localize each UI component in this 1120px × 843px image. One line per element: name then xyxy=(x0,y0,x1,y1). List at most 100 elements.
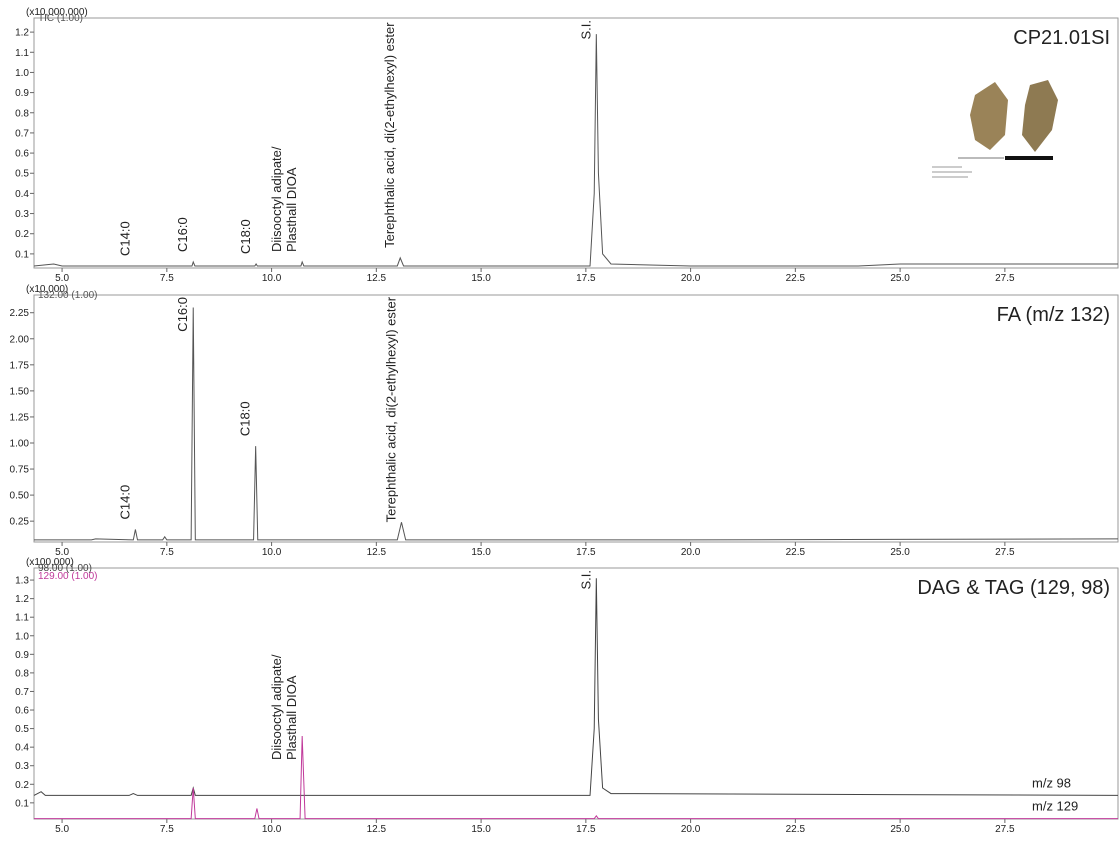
peak-annotation: S.I. xyxy=(578,570,593,590)
y-tick-label: 1.1 xyxy=(15,48,29,59)
x-tick-label: 12.5 xyxy=(367,273,387,284)
trace-line xyxy=(34,735,1118,820)
y-tick-label: 0.4 xyxy=(15,189,29,200)
peak-label: C18:0 xyxy=(238,219,253,254)
x-tick-label: 10.0 xyxy=(262,273,282,284)
peak-annotation: C18:0 xyxy=(238,219,253,254)
peak-label: Diisooctyl adipate/Plasthall DIOA xyxy=(269,654,299,760)
peak-label: C16:0 xyxy=(175,217,190,252)
scale-bar xyxy=(1005,156,1053,160)
legend-label: m/z 98 xyxy=(1032,775,1071,790)
trace-label: 129.00 (1.00) xyxy=(38,571,98,582)
x-tick-label: 27.5 xyxy=(995,824,1015,835)
panel-title: CP21.01SI xyxy=(1013,27,1110,49)
peak-label: C16:0 xyxy=(175,297,190,332)
y-tick-label: 1.00 xyxy=(10,438,30,449)
peak-annotation: S.I. xyxy=(578,20,593,40)
y-tick-label: 1.75 xyxy=(10,360,30,371)
sherd-2 xyxy=(1022,80,1058,152)
scale-label: (x100,000) xyxy=(26,557,74,568)
y-tick-label: 0.25 xyxy=(10,517,30,528)
x-tick-label: 15.0 xyxy=(471,824,491,835)
photo-caption xyxy=(932,176,968,178)
trace-line xyxy=(33,578,1119,796)
photo-caption xyxy=(932,166,962,168)
y-tick-label: 1.1 xyxy=(15,613,29,624)
x-tick-label: 22.5 xyxy=(786,824,806,835)
y-tick-label: 0.2 xyxy=(15,229,29,240)
x-tick-label: 7.5 xyxy=(160,273,174,284)
y-tick-label: 0.75 xyxy=(10,465,30,476)
trace-label: 132.00 (1.00) xyxy=(38,290,98,301)
peak-annotation: Diisooctyl adipate/Plasthall DIOA xyxy=(269,654,299,760)
y-tick-label: 0.2 xyxy=(15,780,29,791)
legend-label: m/z 129 xyxy=(1032,799,1078,814)
peak-label-line: Terephthalic acid, di(2-ethylhexyl) este… xyxy=(382,22,397,248)
x-tick-label: 17.5 xyxy=(576,547,596,558)
y-tick-label: 1.50 xyxy=(10,386,30,397)
x-tick-label: 25.0 xyxy=(890,273,910,284)
y-tick-label: 0.8 xyxy=(15,668,29,679)
x-tick-label: 17.5 xyxy=(576,273,596,284)
peak-label-line: Terephthalic acid, di(2-ethylhexyl) este… xyxy=(384,296,399,522)
peak-label-line: S.I. xyxy=(578,20,593,40)
peak-label: Terephthalic acid, di(2-ethylhexyl) este… xyxy=(384,296,399,522)
x-tick-label: 12.5 xyxy=(367,547,387,558)
y-tick-label: 0.6 xyxy=(15,706,29,717)
inset-photo xyxy=(932,80,1058,178)
y-tick-label: 2.00 xyxy=(10,334,30,345)
y-tick-label: 1.2 xyxy=(15,28,29,39)
peak-label-line: C14:0 xyxy=(117,221,132,256)
peak-label: Terephthalic acid, di(2-ethylhexyl) este… xyxy=(382,22,397,248)
trace-label: 98.00 (1.00) xyxy=(38,563,92,574)
x-tick-label: 15.0 xyxy=(471,273,491,284)
peak-annotation: Terephthalic acid, di(2-ethylhexyl) este… xyxy=(382,22,397,248)
x-tick-label: 10.0 xyxy=(262,547,282,558)
scale-label: (x10,000,000) xyxy=(26,7,88,18)
trace-label: TIC (1.00) xyxy=(38,13,83,24)
x-tick-label: 15.0 xyxy=(471,547,491,558)
y-tick-label: 1.3 xyxy=(15,576,29,587)
y-tick-label: 1.25 xyxy=(10,412,30,423)
scale-label: (x10,000) xyxy=(26,284,68,295)
y-tick-label: 0.1 xyxy=(15,249,29,260)
scale-bar-light xyxy=(958,157,1004,159)
x-tick-label: 20.0 xyxy=(681,273,701,284)
plot-frame xyxy=(33,17,1119,269)
plot-frame xyxy=(33,294,1119,543)
y-tick-label: 0.5 xyxy=(15,169,29,180)
plot-frame xyxy=(33,567,1119,820)
x-tick-label: 27.5 xyxy=(995,547,1015,558)
peak-label: Diisooctyl adipate/Plasthall DIOA xyxy=(269,146,299,252)
sherd-1 xyxy=(970,82,1008,150)
y-tick-label: 0.4 xyxy=(15,743,29,754)
x-tick-label: 12.5 xyxy=(367,824,387,835)
peak-label-line: C18:0 xyxy=(238,219,253,254)
y-tick-label: 0.8 xyxy=(15,108,29,119)
y-tick-label: 0.6 xyxy=(15,149,29,160)
x-tick-label: 20.0 xyxy=(681,547,701,558)
peak-annotation: C18:0 xyxy=(238,401,253,436)
photo-caption xyxy=(932,171,972,173)
x-tick-label: 5.0 xyxy=(55,273,69,284)
y-tick-label: 1.0 xyxy=(15,68,29,79)
x-tick-label: 25.0 xyxy=(890,824,910,835)
peak-label-line: Plasthall DIOA xyxy=(284,167,299,252)
x-tick-label: 10.0 xyxy=(262,824,282,835)
peak-label: S.I. xyxy=(578,570,593,590)
y-tick-label: 0.3 xyxy=(15,761,29,772)
y-tick-label: 0.50 xyxy=(10,491,30,502)
x-tick-label: 27.5 xyxy=(995,273,1015,284)
panel-title: FA (m/z 132) xyxy=(997,304,1110,326)
peak-label-line: C18:0 xyxy=(238,401,253,436)
y-tick-label: 0.9 xyxy=(15,650,29,661)
peak-annotation: C14:0 xyxy=(117,485,132,520)
y-tick-label: 2.25 xyxy=(10,308,30,319)
y-tick-label: 0.5 xyxy=(15,724,29,735)
peak-label-line: Diisooctyl adipate/ xyxy=(269,146,284,252)
x-tick-label: 5.0 xyxy=(55,824,69,835)
peak-label-line: S.I. xyxy=(578,570,593,590)
y-tick-label: 1.0 xyxy=(15,631,29,642)
